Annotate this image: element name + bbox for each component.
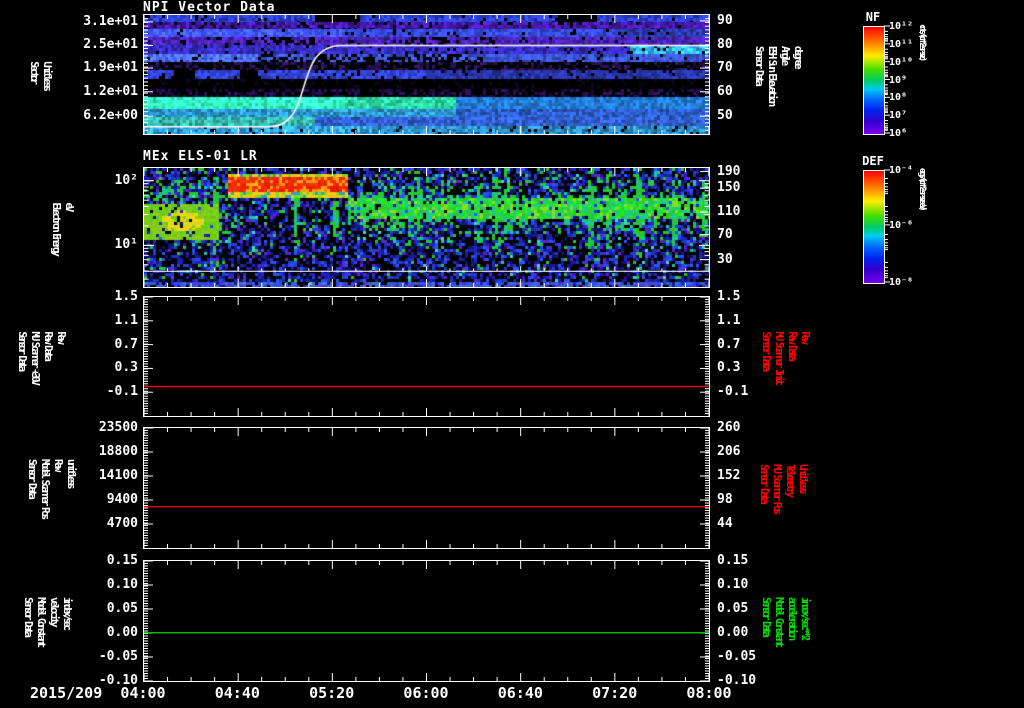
left-tick-label-npi: 1.2e+01 — [83, 83, 138, 99]
colorbar-tick-label: 10⁻⁸ — [889, 277, 914, 288]
right-tick-label-scannerpos: 260 — [717, 420, 741, 435]
left-tick-label-npi: 3.1e+01 — [83, 13, 138, 29]
right-axis-title-mu30v: Sensor Data MU Scanner Init Raw Data Raw — [760, 330, 812, 383]
left-tick-label-scannerpos: 18800 — [98, 444, 138, 459]
left-tick-label-mu30v: 1.5 — [114, 289, 138, 304]
left-tick-label-modelconst: -0.10 — [98, 673, 138, 688]
panel-title-els: MEx ELS-01 LR — [143, 149, 258, 164]
colorbar-ticks-def — [884, 169, 890, 283]
colorbar-title-nf: NF — [865, 10, 881, 24]
right-tick-label-modelconst: 0.10 — [717, 577, 749, 592]
right-tick-label-npi: 70 — [717, 60, 733, 76]
right-axis-title-npi: Sensor Data ESH Sun Elevation Angle degr… — [753, 45, 805, 104]
time-tick-label: 04:00 — [120, 684, 166, 702]
right-tick-label-mu30v: 1.5 — [717, 289, 741, 304]
right-tick-label-mu30v: -0.1 — [717, 384, 749, 400]
left-axis-title-modelconst: Sensor Data Model Constant velocity inde… — [22, 597, 74, 645]
right-tick-label-modelconst: -0.05 — [717, 649, 757, 664]
right-tick-label-modelconst: 0.00 — [717, 625, 749, 640]
colorbar-tick-label: 10¹¹ — [889, 38, 914, 50]
right-tick-label-npi: 50 — [717, 108, 733, 124]
colorbar-tick-label: 10⁷ — [889, 110, 908, 122]
left-tick-label-modelconst: 0.15 — [106, 553, 138, 568]
colorbar-tick-label: 10⁻⁴ — [889, 165, 914, 176]
colorbar-tick-label: 10¹² — [889, 21, 914, 32]
right-tick-label-els: 110 — [717, 204, 741, 220]
panel-els — [143, 167, 710, 288]
right-tick-label-scannerpos: 44 — [717, 516, 733, 531]
left-axis-title-scannerpos: Sensor Data Model Scanner Pos Raw unitle… — [26, 458, 78, 518]
right-tick-label-els: 190 — [717, 163, 741, 179]
time-tick-label: 07:20 — [592, 684, 638, 702]
time-tick-label: 08:00 — [686, 684, 732, 702]
left-axis-title-els: Electron Energy eV — [50, 201, 76, 254]
left-tick-label-modelconst: 0.10 — [106, 577, 138, 592]
left-tick-label-scannerpos: 9400 — [106, 492, 138, 507]
colorbar-tick-label: 10⁶ — [889, 128, 908, 139]
left-tick-label-mu30v: 1.1 — [114, 312, 138, 328]
panel-modelconst — [143, 560, 710, 682]
right-tick-label-mu30v: 0.3 — [717, 360, 741, 376]
panel-scannerpos — [143, 427, 710, 549]
right-tick-label-mu30v: 1.1 — [717, 312, 741, 328]
left-axis-title-mu30v: Sensor Data MU Scanner +30V Raw Data Raw — [16, 330, 68, 383]
left-tick-label-els: 10² — [114, 172, 138, 188]
left-tick-label-scannerpos: 4700 — [106, 516, 138, 531]
right-tick-label-els: 150 — [717, 180, 741, 196]
axis-frame-els — [143, 167, 710, 288]
left-tick-label-mu30v: -0.1 — [106, 384, 138, 400]
left-tick-label-els: 10¹ — [114, 237, 138, 253]
left-tick-label-mu30v: 0.7 — [114, 336, 138, 352]
right-tick-label-els: 30 — [717, 251, 733, 267]
left-tick-label-modelconst: -0.05 — [98, 649, 138, 664]
time-tick-label: 06:00 — [403, 684, 449, 702]
spectrogram-canvas-npi — [144, 15, 709, 134]
right-axis-title-scannerpos: Sensor Data MU Scanner Pos Telemetry Uni… — [758, 464, 810, 512]
right-tick-label-mu30v: 0.7 — [717, 336, 741, 352]
left-tick-label-npi: 2.5e+01 — [83, 37, 138, 53]
right-tick-label-scannerpos: 206 — [717, 444, 741, 459]
right-tick-label-scannerpos: 152 — [717, 468, 741, 483]
colorbar-title-def: DEF — [862, 154, 884, 168]
left-axis-title-npi: Sector Unitless — [28, 60, 54, 89]
right-tick-label-els: 70 — [717, 226, 733, 242]
panel-mu30v — [143, 296, 710, 417]
colorbar-units-def: ergs/(cm**2-sr-sec-eV) — [917, 168, 927, 209]
panel-title-npi: NPI Vector Data — [143, 0, 276, 15]
colorbar-tick-label: 10⁸ — [889, 92, 908, 104]
left-tick-label-scannerpos: 23500 — [98, 420, 138, 435]
time-tick-label: 06:40 — [497, 684, 543, 702]
panel-npi — [143, 14, 710, 135]
axis-frame-mu30v — [143, 296, 710, 417]
left-tick-label-mu30v: 0.3 — [114, 360, 138, 376]
colorbar-units-nf: cnts/(cm**2-sr-sec) — [917, 24, 927, 59]
right-tick-label-modelconst: 0.15 — [717, 553, 749, 568]
colorbar-ticks-nf — [884, 25, 890, 134]
colorbar-nf — [863, 26, 885, 135]
right-tick-label-npi: 60 — [717, 83, 733, 99]
date-label: 2015/209 — [30, 684, 103, 702]
colorbar-tick-label: 10⁹ — [889, 74, 908, 86]
right-tick-label-modelconst: 0.05 — [717, 601, 749, 616]
time-tick-label: 05:20 — [309, 684, 355, 702]
left-tick-label-scannerpos: 14100 — [98, 468, 138, 483]
left-tick-label-npi: 1.9e+01 — [83, 60, 138, 76]
colorbar-tick-label: 10⁻⁶ — [889, 219, 914, 231]
colorbar-def — [863, 170, 885, 284]
right-tick-label-modelconst: -0.10 — [717, 673, 757, 688]
axis-frame-scannerpos — [143, 427, 710, 549]
right-axis-title-modelconst: Sensor Data Model Constant acceleration … — [760, 597, 812, 645]
axis-frame-modelconst — [143, 560, 710, 682]
axis-frame-npi — [143, 14, 710, 135]
right-tick-label-scannerpos: 98 — [717, 492, 733, 507]
left-tick-label-modelconst: 0.00 — [106, 625, 138, 640]
left-tick-label-modelconst: 0.05 — [106, 601, 138, 616]
time-tick-label: 04:40 — [214, 684, 260, 702]
right-tick-label-npi: 80 — [717, 37, 733, 53]
left-tick-label-npi: 6.2e+00 — [83, 108, 138, 124]
colorbar-tick-label: 10¹⁰ — [889, 56, 914, 68]
right-tick-label-npi: 90 — [717, 12, 733, 28]
